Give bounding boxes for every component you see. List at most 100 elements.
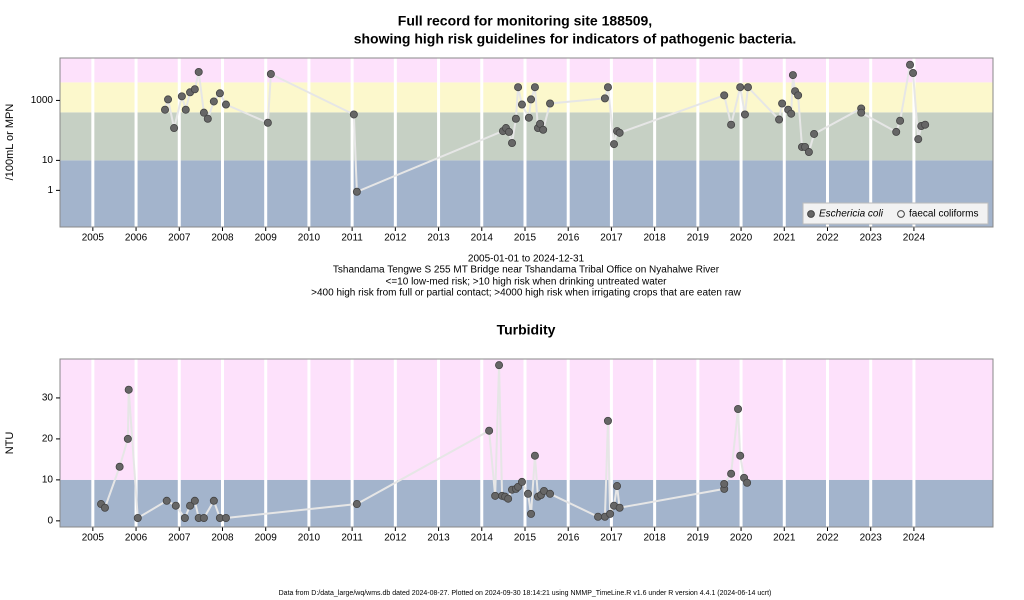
risk-band: [60, 58, 993, 83]
data-point: [352, 187, 361, 196]
x-tick-label: 2019: [687, 233, 710, 244]
data-point: [115, 462, 124, 471]
x-tick-label: 2007: [168, 233, 191, 244]
x-tick-label: 2005: [82, 233, 105, 244]
legend-marker: [897, 210, 905, 218]
data-point: [740, 110, 749, 119]
data-point: [164, 95, 173, 104]
x-tick-label: 2012: [384, 233, 407, 244]
data-point: [171, 501, 180, 510]
data-point: [727, 120, 736, 129]
data-point: [100, 503, 109, 512]
data-point: [906, 60, 915, 69]
data-point: [263, 118, 272, 127]
data-point: [485, 426, 494, 435]
legend-box: [802, 202, 989, 225]
x-tick-label: 2021: [773, 533, 796, 544]
legend-marker: [807, 210, 815, 218]
x-tick-label: 2012: [384, 533, 407, 544]
data-point: [186, 501, 195, 510]
plot-frame: [59, 358, 994, 528]
data-point: [610, 140, 619, 149]
data-point: [787, 109, 796, 118]
data-point: [221, 100, 230, 109]
data-point: [194, 67, 203, 76]
data-point: [170, 124, 179, 133]
y-tick-label: 0: [47, 515, 53, 526]
x-tick-label: 2010: [298, 233, 321, 244]
data-point: [743, 478, 752, 487]
legend: Eschericia coli faecal coliforms: [802, 202, 989, 225]
x-tick-label: 2016: [557, 533, 580, 544]
y-axis-label: NTU: [4, 432, 16, 455]
legend-label: Eschericia coli: [819, 209, 884, 220]
data-point: [215, 89, 224, 98]
y-tick-label: 10: [42, 155, 54, 166]
data-point: [539, 125, 548, 134]
data-point: [603, 416, 612, 425]
data-point: [504, 494, 513, 503]
data-point: [921, 120, 930, 129]
data-point: [203, 114, 212, 123]
data-point: [124, 385, 133, 394]
data-point: [524, 489, 533, 498]
data-point: [181, 105, 190, 114]
x-tick-label: 2007: [168, 533, 191, 544]
x-tick-label: 2024: [903, 233, 926, 244]
data-point: [349, 110, 358, 119]
x-tick-label: 2014: [471, 533, 494, 544]
data-point: [914, 135, 923, 144]
x-tick-label: 2020: [730, 233, 753, 244]
x-tick-label: 2008: [211, 533, 234, 544]
data-point: [524, 113, 533, 122]
x-tick-label: 2009: [255, 533, 278, 544]
data-point: [352, 500, 361, 509]
x-tick-label: 2017: [600, 233, 623, 244]
data-point: [720, 91, 729, 100]
data-point: [221, 513, 230, 522]
x-tick-label: 2023: [860, 533, 883, 544]
data-point: [177, 92, 186, 101]
x-tick-label: 2008: [211, 233, 234, 244]
data-point: [804, 148, 813, 157]
x-tick-label: 2014: [471, 233, 494, 244]
data-point: [810, 129, 819, 138]
data-point: [892, 127, 901, 136]
x-tick-label: 2018: [644, 233, 667, 244]
data-point: [546, 99, 555, 108]
data-point: [190, 85, 199, 94]
data-point: [775, 115, 784, 124]
data-point: [514, 83, 523, 92]
data-point: [162, 496, 171, 505]
chart-title: Turbidity: [497, 322, 556, 338]
x-tick-label: 2017: [600, 533, 623, 544]
footnote: Data from D:/data_large/wq/wms.db dated …: [279, 590, 772, 597]
data-point: [180, 513, 189, 522]
data-point: [508, 139, 517, 148]
risk-band: [60, 359, 993, 480]
x-tick-label: 2023: [860, 233, 883, 244]
x-tick-label: 2020: [730, 533, 753, 544]
data-point: [209, 97, 218, 106]
note: 2005-01-01 to 2024-12-31: [468, 254, 585, 265]
data-point: [133, 513, 142, 522]
x-tick-label: 2022: [816, 533, 839, 544]
x-tick-label: 2013: [427, 233, 450, 244]
data-point: [600, 94, 609, 103]
data-point: [161, 105, 170, 114]
note: <=10 low-med risk; >10 high risk when dr…: [386, 277, 668, 288]
data-point: [517, 477, 526, 486]
data-point: [794, 91, 803, 100]
data-point: [209, 496, 218, 505]
data-point: [491, 491, 500, 500]
data-point: [615, 128, 624, 137]
x-tick-label: 2011: [341, 233, 363, 244]
data-point: [190, 496, 199, 505]
data-point: [594, 512, 603, 521]
x-tick-label: 2019: [687, 533, 710, 544]
note: >400 high risk from full or partial cont…: [311, 288, 741, 299]
data-point: [530, 83, 539, 92]
legend-label: faecal coliforms: [909, 209, 978, 220]
data-point: [603, 83, 612, 92]
